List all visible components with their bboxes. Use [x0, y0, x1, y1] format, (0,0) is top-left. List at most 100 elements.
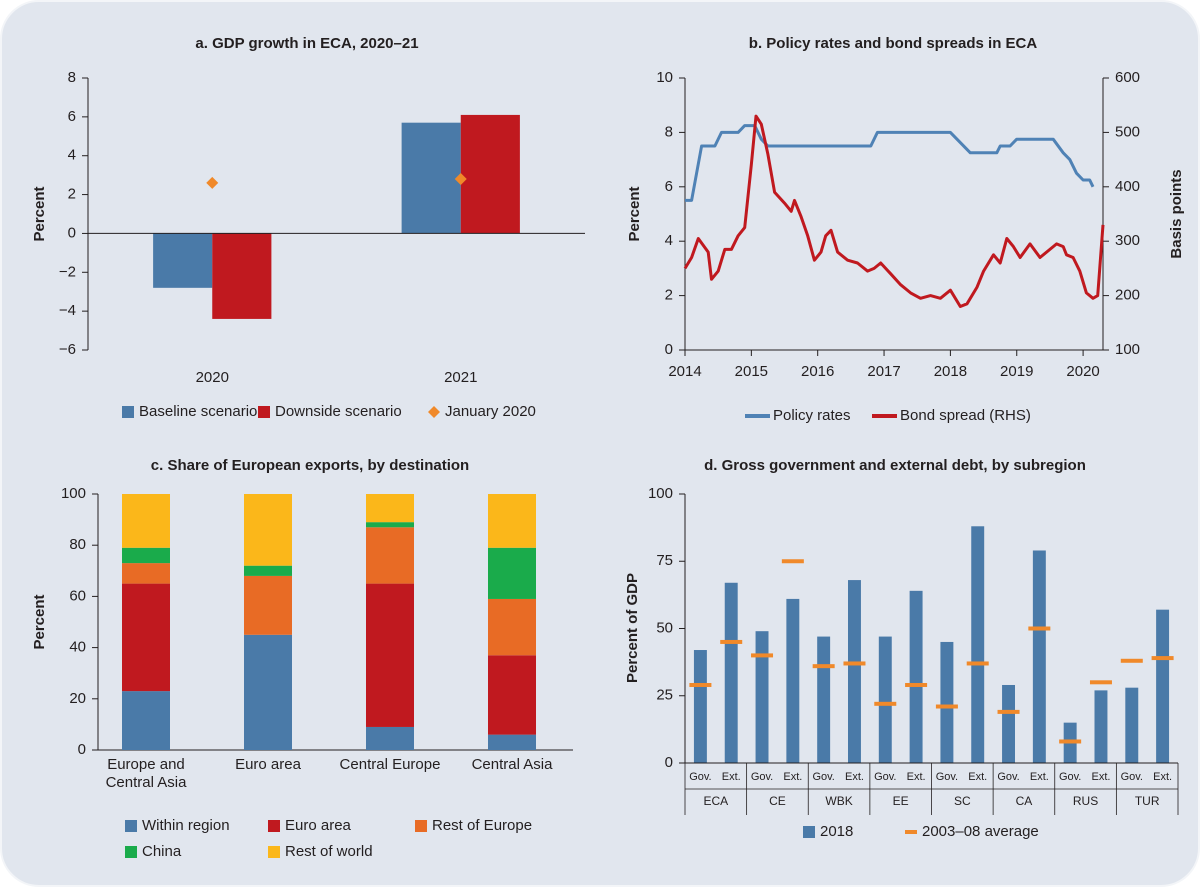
- y-tick-label: 0: [665, 754, 673, 771]
- bar: [693, 650, 707, 763]
- legend-swatch: [122, 406, 134, 418]
- y-axis-label: Percent of GDP: [624, 573, 641, 683]
- marker: [997, 709, 1020, 714]
- marker: [454, 173, 467, 186]
- chart-title: c. Share of European exports, by destina…: [151, 457, 469, 474]
- x-tick-label: Central Europe: [339, 756, 441, 773]
- x-tick-label: Ext.: [722, 771, 741, 783]
- y2-tick-label: 400: [1115, 178, 1140, 195]
- y-tick-label: 0: [68, 224, 76, 241]
- bar: [909, 590, 923, 763]
- x-tick-label: 2019: [1000, 363, 1033, 380]
- bar: [153, 233, 213, 288]
- y-axis-label: Percent: [31, 594, 48, 649]
- marker: [781, 559, 804, 564]
- group-label: RUS: [1073, 794, 1098, 808]
- y-tick-label: 8: [665, 123, 673, 140]
- x-tick-label: 2016: [801, 363, 834, 380]
- legend-label: Rest of world: [285, 843, 373, 860]
- bar: [971, 526, 985, 763]
- y-tick-label: 6: [68, 108, 76, 125]
- bar-segment: [366, 726, 414, 750]
- bar-segment: [122, 547, 170, 564]
- bar: [786, 598, 800, 763]
- marker: [935, 704, 958, 709]
- y-tick-label: 0: [78, 741, 86, 758]
- marker: [843, 661, 866, 666]
- bar: [847, 580, 861, 763]
- y-tick-label: 10: [656, 69, 673, 86]
- x-tick-label-box: Central Asia: [472, 756, 553, 773]
- legend-label: Rest of Europe: [432, 817, 532, 834]
- x-tick-label: Ext.: [783, 771, 802, 783]
- legend-swatch: [415, 820, 427, 832]
- y-axis-label: Percent: [626, 186, 643, 241]
- y-tick-label: 100: [61, 485, 86, 502]
- x-tick-label: Gov.: [751, 771, 773, 783]
- x-tick-label: 2014: [668, 363, 701, 380]
- legend-label: Euro area: [285, 817, 352, 834]
- bar-segment: [244, 634, 292, 750]
- bar: [1094, 690, 1108, 763]
- bar: [817, 636, 831, 763]
- y-tick-label: 8: [68, 69, 76, 86]
- bar-segment: [488, 494, 536, 548]
- y-tick-label: 60: [69, 587, 86, 604]
- y-tick-label: 20: [69, 690, 86, 707]
- x-tick-label: Gov.: [812, 771, 834, 783]
- y-tick-label: 50: [656, 619, 673, 636]
- legend-diamond: [428, 406, 440, 418]
- legend-label: Bond spread (RHS): [900, 407, 1031, 424]
- legend-dash: [905, 830, 917, 834]
- group-label: CE: [769, 794, 786, 808]
- bar-segment: [488, 734, 536, 750]
- bar-segment: [366, 527, 414, 584]
- x-tick-label: Gov.: [1059, 771, 1081, 783]
- marker: [1151, 656, 1174, 661]
- marker: [720, 639, 743, 644]
- legend-label: Downside scenario: [275, 403, 402, 420]
- bar: [1156, 609, 1170, 763]
- bar-segment: [244, 565, 292, 576]
- legend-swatch: [258, 406, 270, 418]
- x-tick-label: Ext.: [1091, 771, 1110, 783]
- y2-tick-label: 100: [1115, 341, 1140, 358]
- group-label: TUR: [1135, 794, 1160, 808]
- x-tick-label-box: Euro area: [235, 756, 301, 773]
- y-tick-label: −6: [59, 341, 76, 358]
- x-tick-label: Ext.: [1153, 771, 1172, 783]
- legend-swatch: [268, 820, 280, 832]
- legend-label: 2003–08 average: [922, 823, 1039, 840]
- marker: [206, 176, 219, 189]
- y-tick-label: −4: [59, 302, 76, 319]
- group-label: EE: [893, 794, 909, 808]
- chart-title: d. Gross government and external debt, b…: [704, 457, 1086, 474]
- bar: [1002, 684, 1016, 763]
- bar: [460, 114, 520, 234]
- y2-tick-label: 500: [1115, 123, 1140, 140]
- legend-label: 2018: [820, 823, 853, 840]
- chart-title: a. GDP growth in ECA, 2020–21: [195, 35, 418, 52]
- legend-swatch: [803, 826, 815, 838]
- x-tick-label: 2015: [735, 363, 768, 380]
- bar-segment: [488, 655, 536, 735]
- marker: [1120, 658, 1143, 663]
- legend-swatch: [125, 820, 137, 832]
- bar-segment: [366, 522, 414, 528]
- marker: [966, 661, 989, 666]
- x-tick-label: 2018: [934, 363, 967, 380]
- marker: [874, 701, 897, 706]
- y-tick-label: 100: [648, 485, 673, 502]
- bar-segment: [122, 583, 170, 692]
- marker: [1059, 739, 1082, 744]
- marker: [689, 682, 712, 687]
- bar: [724, 582, 738, 763]
- bar-segment: [488, 598, 536, 656]
- bar-segment: [122, 691, 170, 750]
- x-tick-label: Europe and Central Asia: [105, 756, 187, 791]
- y-tick-label: 25: [656, 687, 673, 704]
- marker: [905, 682, 928, 687]
- x-tick-label: Gov.: [936, 771, 958, 783]
- bar-segment: [366, 583, 414, 727]
